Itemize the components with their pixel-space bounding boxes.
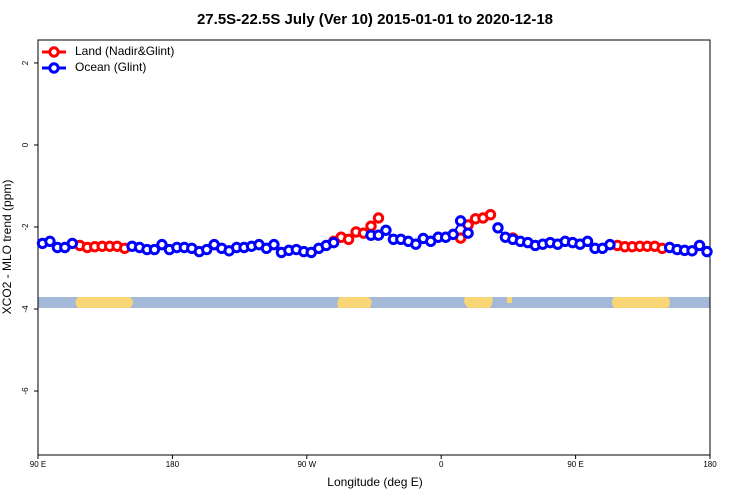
point [372,229,385,241]
point [454,215,467,227]
point [372,212,385,224]
point [201,243,213,256]
point [701,245,713,258]
point [148,243,161,256]
x-tick-label: 0 [439,460,444,469]
legend-marker [48,62,60,74]
point [410,238,422,250]
legend-label: Land (Nadir&Glint) [75,44,174,58]
x-tick-label: 90 E [30,460,46,469]
x-axis-label: Longitude (deg E) [327,475,422,489]
y-tick-label: 0 [21,142,30,147]
point [447,228,459,241]
point [484,208,497,221]
point [268,238,280,251]
point [604,238,616,251]
legend-marker [48,46,60,58]
point [380,224,392,236]
point [327,236,340,249]
point [686,245,698,257]
point [581,235,594,248]
y-tick-label: -6 [21,387,30,395]
y-tick-label: -4 [21,305,30,313]
point [693,239,706,252]
y-tick-label: 2 [21,60,30,65]
point [492,222,504,234]
point [156,238,168,251]
x-tick-label: 90 W [297,460,316,469]
point [44,235,56,248]
point [462,227,474,239]
x-tick-label: 90 E [567,460,583,469]
legend-label: Ocean (Glint) [75,60,146,74]
y-axis-label: XCO2 - MLO trend (ppm) [0,180,14,315]
point [66,237,79,250]
point [342,233,355,245]
x-tick-label: 180 [703,460,717,469]
point [365,220,377,232]
y-tick-label: -2 [21,223,30,231]
x-tick-label: 180 [166,460,180,469]
chart-title: 27.5S-22.5S July (Ver 10) 2015-01-01 to … [197,11,553,28]
surface-strip [38,297,710,308]
